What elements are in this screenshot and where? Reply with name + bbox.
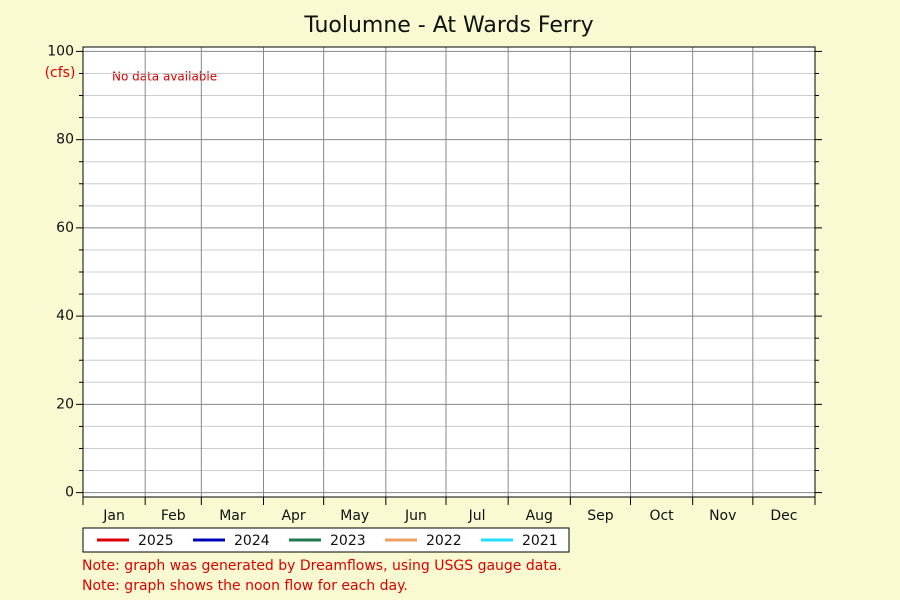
note: Note: graph shows the noon flow for each… [82,578,408,594]
y-tick-label: 80 [56,132,74,148]
legend-label: 2024 [234,533,270,549]
y-tick-label: 20 [56,396,74,412]
legend-label: 2021 [522,533,558,549]
y-tick-label: 0 [65,485,74,501]
y-axis-label: (cfs) [45,65,76,81]
legend-label: 2025 [138,533,174,549]
y-tick-label: 60 [56,220,74,236]
legend-label: 2023 [330,533,366,549]
x-tick-label: Oct [649,508,674,524]
x-tick-label: Mar [219,508,246,524]
x-tick-label: Sep [587,508,614,524]
legend-label: 2022 [426,533,462,549]
x-tick-label: Dec [770,508,797,524]
x-tick-label: Nov [709,508,736,524]
plot-border [82,46,816,498]
note: Note: graph was generated by Dreamflows,… [82,558,562,574]
chart-title: Tuolumne - At Wards Ferry [303,13,593,38]
y-tick-label: 40 [56,308,74,324]
x-tick-label: Feb [161,508,186,524]
x-tick-label: Jan [102,508,125,524]
x-tick-label: Aug [526,508,553,524]
y-tick-label: 100 [47,43,74,59]
x-tick-label: Jun [404,508,427,524]
x-tick-label: Apr [281,508,305,524]
x-tick-label: May [340,508,369,524]
x-tick-label: Jul [468,508,486,524]
